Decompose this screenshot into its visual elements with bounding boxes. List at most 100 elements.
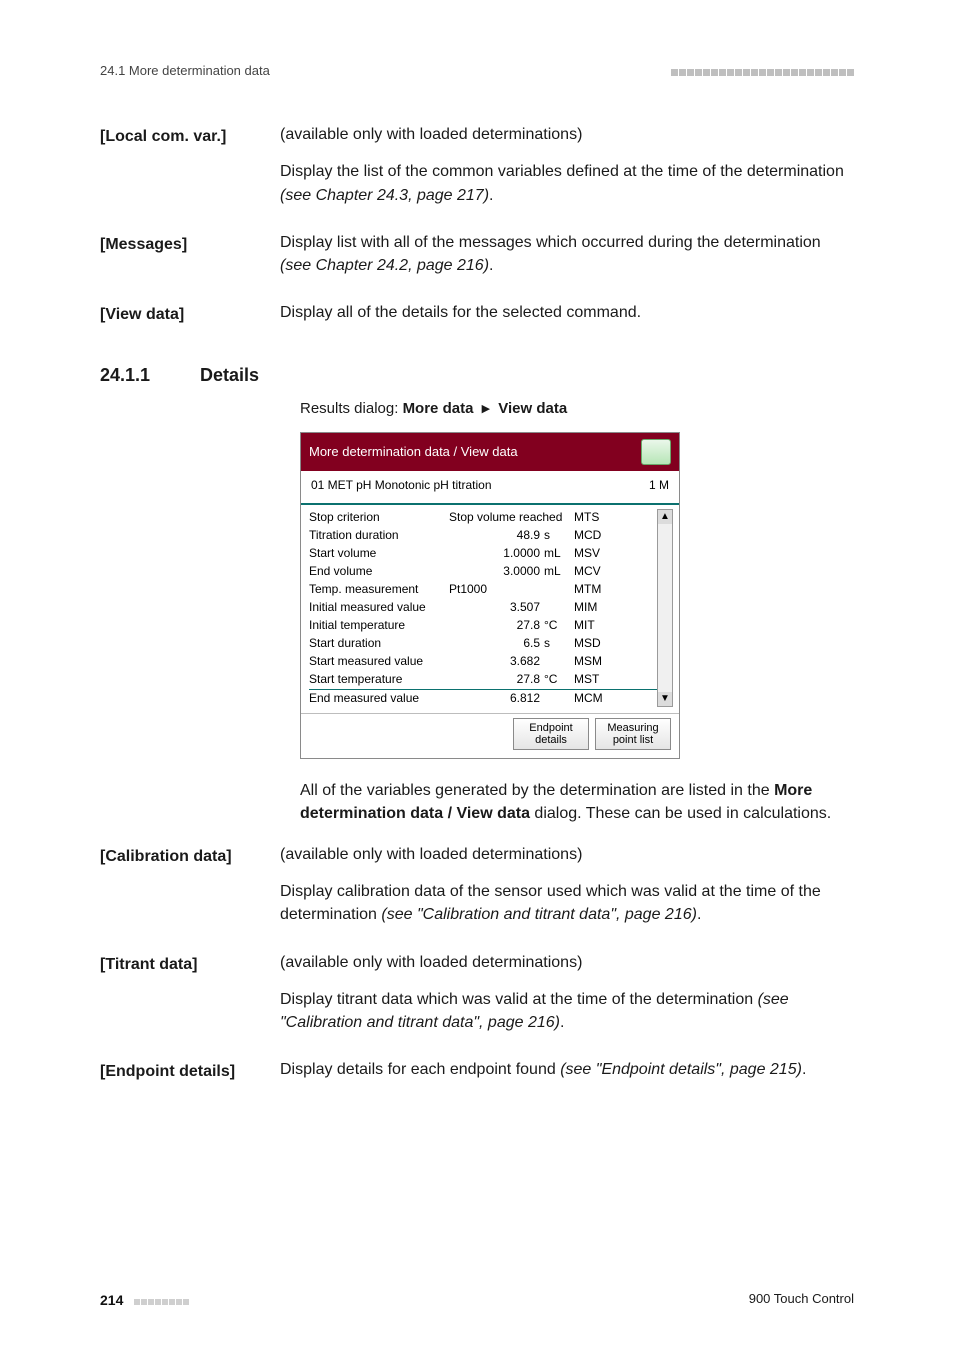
breadcrumb: Results dialog: More data ▶ View data <box>300 398 854 420</box>
row-label: Start volume <box>309 545 449 562</box>
paragraph: (available only with loaded determinatio… <box>280 951 854 974</box>
paragraph: (available only with loaded determinatio… <box>280 123 854 146</box>
section-title: Details <box>200 362 259 388</box>
row-unit: °C <box>544 671 574 688</box>
definition-body: (available only with loaded determinatio… <box>280 843 854 941</box>
paragraph: Display calibration data of the sensor u… <box>280 880 854 926</box>
row-label: End measured value <box>309 690 449 707</box>
row-label: Initial temperature <box>309 617 449 634</box>
running-head: 24.1 More determination data <box>100 60 854 83</box>
definition-body: Display details for each endpoint found … <box>280 1058 854 1095</box>
row-label: Start measured value <box>309 653 449 670</box>
row-value: Pt1000 <box>449 581 574 598</box>
row-label: End volume <box>309 563 449 580</box>
definition-body: Display list with all of the messages wh… <box>280 231 854 291</box>
dialog-subheader: 01 MET pH Monotonic pH titration 1 M <box>301 471 679 504</box>
definition-term: [Endpoint details] <box>100 1058 280 1095</box>
breadcrumb-sep-icon: ▶ <box>478 403 494 415</box>
dialog-titlebar: More determination data / View data <box>301 433 679 471</box>
row-value: 27.8 <box>449 617 544 634</box>
breadcrumb-prefix: Results dialog: <box>300 400 403 417</box>
definition-entry: [Local com. var.](available only with lo… <box>100 123 854 221</box>
section-number: 24.1.1 <box>100 362 200 388</box>
row-unit: °C <box>544 617 574 634</box>
dialog-data-row: Start volume1.0000mLMSV <box>309 545 671 563</box>
dialog-sub-right: 1 M <box>649 477 669 494</box>
page-number: 214 <box>100 1292 123 1308</box>
paragraph: Display the list of the common variables… <box>280 160 854 206</box>
dialog-data-row: Initial measured value3.507 MIM <box>309 599 671 617</box>
row-value: 1.0000 <box>449 545 544 562</box>
text: All of the variables generated by the de… <box>300 782 774 799</box>
header-dots <box>670 60 854 83</box>
dialog-data-row: End measured value6.812 MCM <box>309 689 671 707</box>
row-label: Start duration <box>309 635 449 652</box>
definition-entry: [Messages]Display list with all of the m… <box>100 231 854 291</box>
row-value: 3.507 <box>449 599 544 616</box>
row-value: 6.5 <box>449 635 544 652</box>
footer-product: 900 Touch Control <box>749 1290 854 1309</box>
definition-body: (available only with loaded determinatio… <box>280 951 854 1049</box>
paragraph: Display details for each endpoint found … <box>280 1058 854 1081</box>
row-code: MTS <box>574 509 619 526</box>
dialog-button-row: Endpoint details Measuring point list <box>301 713 679 758</box>
definition-term: [Messages] <box>100 231 280 291</box>
row-code: MSD <box>574 635 619 652</box>
row-code: MCV <box>574 563 619 580</box>
measuring-point-list-button[interactable]: Measuring point list <box>595 718 671 750</box>
dialog-data-row: Start temperature27.8°CMST <box>309 671 671 689</box>
row-unit: s <box>544 635 574 652</box>
footer-dots <box>133 1292 189 1308</box>
row-code: MSV <box>574 545 619 562</box>
dialog-scrollbar[interactable]: ▲ ▼ <box>657 509 673 707</box>
dialog-grid: Stop criterionStop volume reachedMTSTitr… <box>301 505 679 713</box>
button-label: Endpoint <box>520 722 582 734</box>
row-value: 27.8 <box>449 671 544 688</box>
paragraph: (available only with loaded determinatio… <box>280 843 854 866</box>
row-value: 3.682 <box>449 653 544 670</box>
definition-term: [View data] <box>100 301 280 338</box>
row-value: 48.9 <box>449 527 544 544</box>
row-label: Stop criterion <box>309 509 449 526</box>
paragraph: Display list with all of the messages wh… <box>280 231 854 277</box>
row-label: Start temperature <box>309 671 449 688</box>
row-value: Stop volume reached <box>449 509 574 526</box>
definition-entry: [Calibration data](available only with l… <box>100 843 854 941</box>
button-label: details <box>520 734 582 746</box>
row-code: MCM <box>574 690 619 707</box>
dialog-data-row: End volume3.0000mLMCV <box>309 563 671 581</box>
definition-entry: [Titrant data](available only with loade… <box>100 951 854 1049</box>
dialog-data-row: Start duration6.5sMSD <box>309 635 671 653</box>
row-unit: s <box>544 527 574 544</box>
definition-body: (available only with loaded determinatio… <box>280 123 854 221</box>
section-heading: 24.1.1 Details <box>100 362 854 388</box>
view-data-description: All of the variables generated by the de… <box>300 779 854 825</box>
text: dialog. These can be used in calculation… <box>530 805 831 822</box>
running-head-left: 24.1 More determination data <box>100 62 270 81</box>
dialog-data-row: Stop criterionStop volume reachedMTS <box>309 509 671 527</box>
breadcrumb-b: View data <box>498 400 567 417</box>
row-code: MIM <box>574 599 619 616</box>
breadcrumb-a: More data <box>403 400 474 417</box>
row-value: 3.0000 <box>449 563 544 580</box>
row-code: MST <box>574 671 619 688</box>
scroll-down-icon[interactable]: ▼ <box>658 692 672 706</box>
definition-entry: [View data]Display all of the details fo… <box>100 301 854 338</box>
row-label: Titration duration <box>309 527 449 544</box>
scroll-up-icon[interactable]: ▲ <box>658 510 672 524</box>
definition-term: [Calibration data] <box>100 843 280 941</box>
row-code: MTM <box>574 581 619 598</box>
row-code: MSM <box>574 653 619 670</box>
endpoint-details-button[interactable]: Endpoint details <box>513 718 589 750</box>
definition-body: Display all of the details for the selec… <box>280 301 854 338</box>
definition-term: [Titrant data] <box>100 951 280 1049</box>
row-label: Initial measured value <box>309 599 449 616</box>
dialog-data-row: Start measured value3.682 MSM <box>309 653 671 671</box>
button-label: Measuring <box>602 722 664 734</box>
row-value: 6.812 <box>449 690 544 707</box>
definition-entry: [Endpoint details]Display details for ea… <box>100 1058 854 1095</box>
dialog-sub-left: 01 MET pH Monotonic pH titration <box>311 477 492 494</box>
home-icon[interactable] <box>641 439 671 465</box>
button-label: point list <box>602 734 664 746</box>
dialog-data-row: Temp. measurementPt1000MTM <box>309 581 671 599</box>
